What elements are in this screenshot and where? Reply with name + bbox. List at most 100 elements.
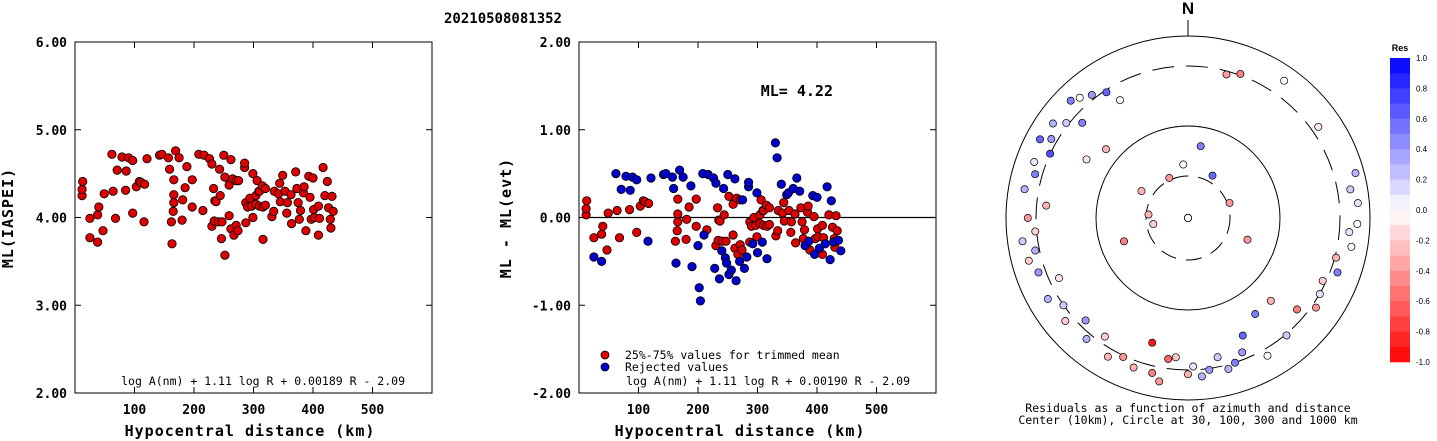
station-point [1315, 290, 1324, 299]
data-point [673, 209, 683, 219]
data-point [797, 217, 807, 227]
data-point [313, 230, 323, 240]
y-tick-label: -2.00 [532, 387, 571, 402]
data-point [128, 208, 138, 218]
colorbar-cell [1390, 270, 1410, 287]
data-point [293, 198, 303, 208]
data-point [313, 201, 323, 211]
y-tick-label: -1.00 [532, 299, 571, 314]
station-point [1345, 228, 1354, 237]
data-point [248, 212, 258, 223]
station-point [1103, 352, 1112, 361]
data-point [719, 210, 729, 220]
station-point [1062, 118, 1071, 127]
panel-ml-residual: -2.00 -1.00 0.00 1.00 2.00 100 200 300 400 500 M… [497, 36, 937, 440]
colorbar-cell [1390, 286, 1410, 302]
data-point [717, 246, 727, 256]
station-point [1047, 135, 1056, 143]
y-axis-label: ML - ML(evt) [497, 158, 515, 278]
data-point [678, 172, 688, 182]
station-point [1266, 296, 1275, 305]
data-point [726, 265, 736, 275]
data-point [167, 239, 177, 249]
data-point [822, 182, 832, 192]
data-point [328, 206, 338, 216]
station-point [1137, 187, 1146, 196]
data-point [282, 198, 292, 208]
data-point [282, 208, 292, 218]
x-tick-labels: 100 200 300 400 500 [123, 403, 385, 418]
station-point [1102, 145, 1110, 154]
data-point [739, 263, 750, 273]
data-point [737, 245, 747, 255]
colorbar-tick-label: -0.8 [1416, 328, 1430, 337]
data-point [710, 263, 720, 273]
y-tick-label: 5.00 [36, 124, 67, 139]
colorbar-tick-label: 0.6 [1416, 115, 1428, 124]
event-title: 20210508081352 [444, 11, 562, 27]
data-point [803, 201, 813, 211]
colorbar-cell [1390, 331, 1410, 348]
data-point [691, 221, 701, 231]
data-point [217, 217, 227, 227]
data-point [166, 217, 176, 227]
y-axis-label: ML(IASPEI) [0, 168, 17, 268]
circle-100km [1095, 125, 1281, 311]
station-point [1100, 332, 1109, 341]
caption-line-1: Residuals as a function of azimuth and d… [1025, 401, 1350, 415]
data-point [737, 195, 748, 205]
data-point [139, 217, 149, 227]
data-point [301, 226, 311, 236]
data-point [260, 200, 270, 210]
data-point [624, 205, 635, 215]
data-point [718, 183, 729, 194]
y-tick-label: 6.00 [36, 36, 67, 51]
colorbar-cell [1390, 255, 1410, 272]
data-point [233, 226, 243, 236]
colorbar-cells [1390, 58, 1410, 363]
station-point [1049, 119, 1057, 128]
data-point [99, 189, 109, 199]
data-point [776, 179, 786, 189]
data-point [295, 205, 306, 216]
data-point [260, 183, 270, 194]
colorbar-tick-label: -1.0 [1416, 358, 1430, 367]
data-point [786, 227, 796, 237]
data-point [180, 183, 190, 193]
station-point [1196, 142, 1205, 151]
data-point [93, 210, 103, 220]
data-point [163, 153, 173, 163]
circle-300km [1035, 65, 1341, 371]
data-point [812, 192, 822, 202]
data-point [291, 167, 301, 177]
station-point [1119, 352, 1128, 361]
data-point [809, 249, 820, 259]
north-label: N [1182, 0, 1194, 18]
station-point [1353, 219, 1362, 228]
x-tick-label: 500 [865, 403, 889, 418]
station-point [1353, 199, 1362, 208]
data-point [684, 202, 694, 212]
data-point [721, 258, 732, 268]
data-point [85, 213, 95, 223]
data-point [779, 198, 789, 208]
tick-marks [579, 41, 936, 394]
legend-label-trimmed: 25%-75% values for trimmed mean [625, 348, 840, 362]
legend-label-rejected: Rejected values [625, 360, 729, 374]
data-point [286, 190, 296, 200]
station-point [1075, 93, 1084, 102]
data-point [582, 196, 592, 206]
data-point [209, 183, 219, 194]
data-point [596, 229, 607, 239]
station-point [1208, 171, 1217, 180]
data-point [241, 218, 251, 228]
station-point [1280, 76, 1289, 85]
data-point [757, 237, 767, 247]
data-point [168, 206, 178, 216]
data-point [799, 225, 810, 235]
data-point [790, 209, 800, 219]
data-point [728, 230, 738, 240]
station-point [1282, 331, 1291, 340]
station-point [1031, 246, 1040, 255]
data-point [299, 182, 309, 192]
